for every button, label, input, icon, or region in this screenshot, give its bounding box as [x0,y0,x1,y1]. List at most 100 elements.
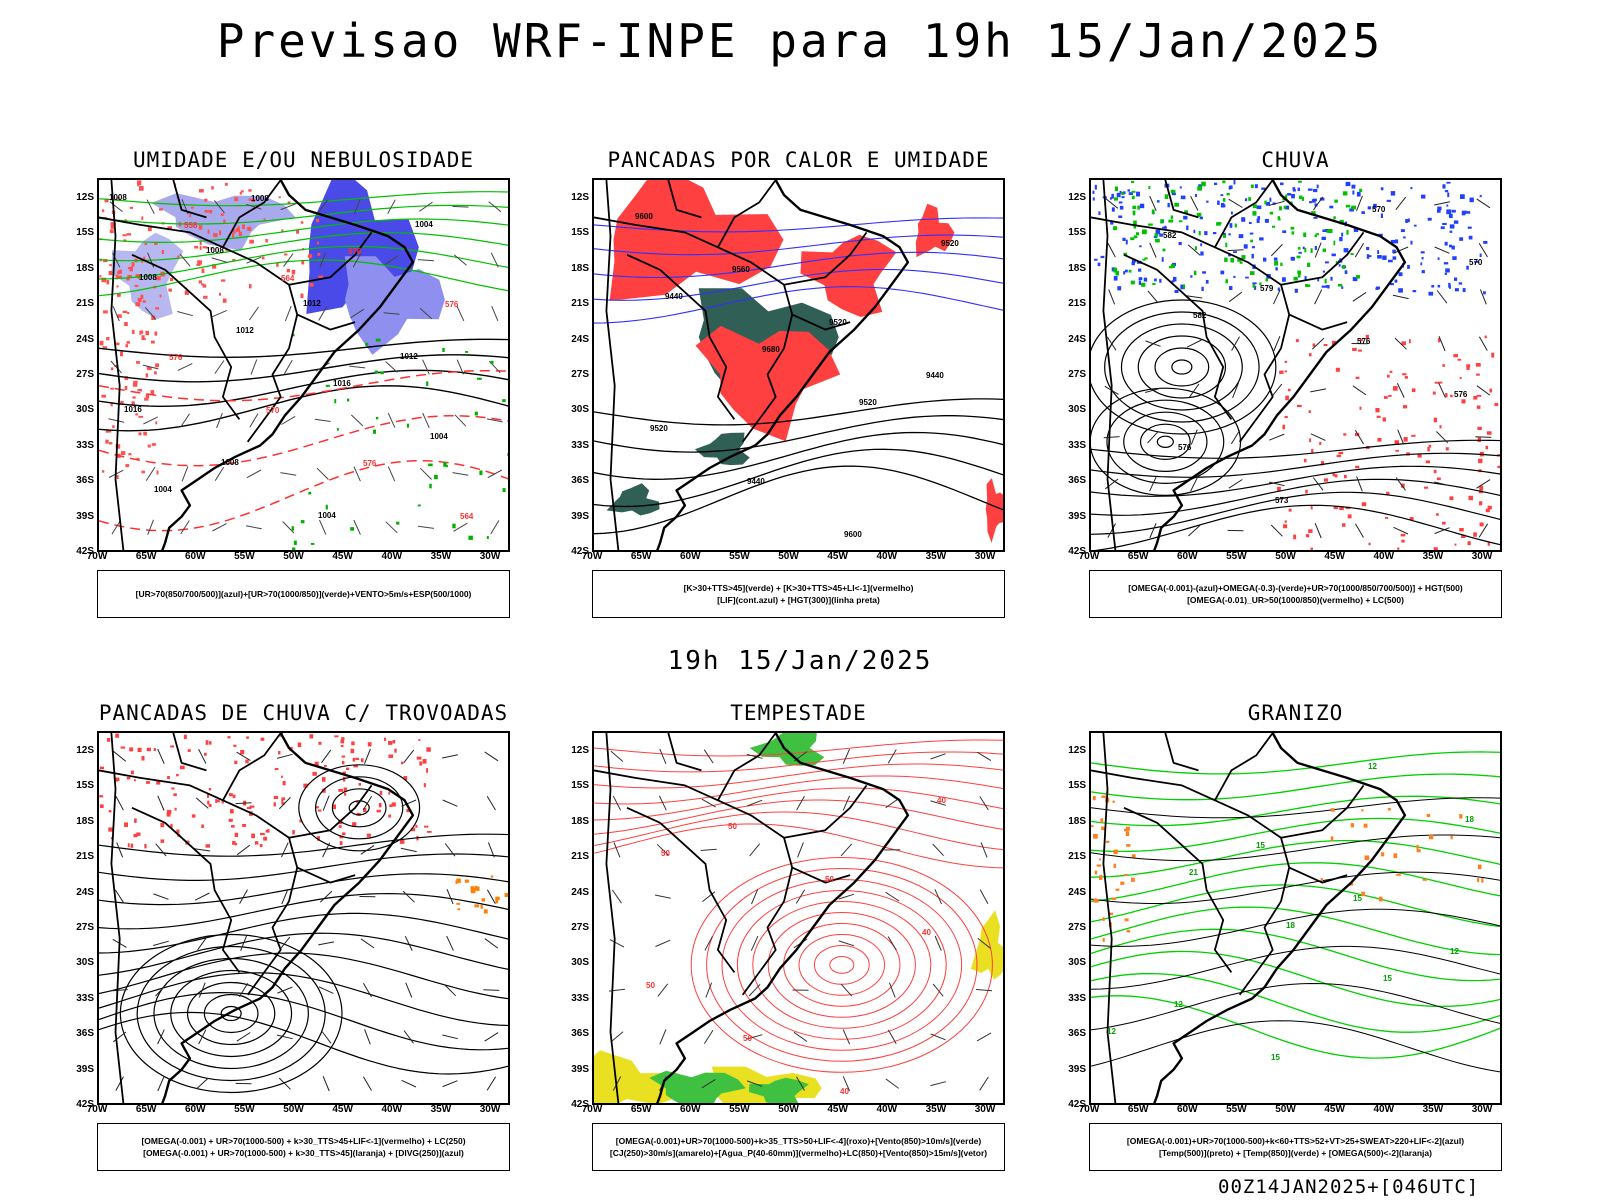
red-omega-scatter [1479,485,1484,491]
red-scatter [102,346,108,349]
temp500-contour [1091,983,1500,1031]
blue-omega-scatter [1316,184,1319,189]
red-omega-scatter [1323,343,1328,347]
red-storm-scatter [208,804,212,807]
lon-label: 60W [184,551,206,562]
blue-omega-scatter [1138,277,1143,281]
green-omega-scatter [1164,194,1169,200]
red-storm-scatter [367,742,372,747]
blue-omega-scatter [1352,190,1355,195]
blue-omega-scatter [1206,200,1209,203]
wind-vector [246,469,262,479]
lon-label: 50W [778,1104,799,1115]
red-storm-scatter [134,818,137,823]
blue-omega-scatter [1467,226,1472,229]
blue-omega-scatter [1153,235,1158,238]
wind-vector [795,889,806,904]
contour-label: 9520 [650,424,668,433]
red-storm-scatter [249,805,255,808]
precipitable-water-contour [594,787,1003,821]
red-scatter [156,276,161,281]
red-scatter [115,342,120,346]
green-scatter [292,333,295,337]
streamline-arrow [1478,336,1488,351]
red-scatter [110,222,114,227]
blue-omega-scatter [1244,198,1248,202]
political-border [1280,231,1365,286]
red-storm-scatter [360,758,364,763]
wind-vector [842,795,851,811]
green-omega-scatter [1334,199,1338,203]
blue-omega-scatter [1440,226,1445,230]
blue-omega-scatter [1159,233,1163,237]
blue-omega-scatter [1200,251,1204,256]
convective-red-area [915,203,955,258]
wind-vector [979,796,989,811]
red-storm-scatter [274,767,279,771]
political-border [1091,769,1291,996]
streamline-arrow [1268,200,1285,206]
wind-vector [143,416,159,425]
wind-vector [317,200,328,214]
blue-omega-scatter [1469,197,1474,203]
red-omega-scatter [1319,441,1322,446]
red-scatter [203,295,208,299]
red-scatter [315,218,320,223]
red-omega-scatter [1423,486,1429,489]
red-omega-scatter [1479,522,1484,527]
orange-storm-scatter [480,904,483,909]
orange-omega-scatter [1125,831,1130,836]
red-storm-scatter [394,748,397,753]
red-omega-scatter [1285,395,1289,401]
blue-omega-scatter [1321,285,1327,288]
lon-label: 55W [234,1104,255,1115]
wind-vector [976,751,992,762]
red-scatter [194,245,199,249]
red-storm-scatter [292,830,295,835]
red-omega-scatter [1375,408,1380,413]
blue-omega-scatter [1444,190,1449,193]
red-storm-scatter [221,800,224,804]
blue-omega-scatter [1410,187,1413,190]
red-storm-scatter [341,760,345,765]
red-storm-scatter [108,810,112,813]
blue-omega-scatter [1446,209,1452,215]
streamline-contour [99,833,508,857]
blue-omega-scatter [1307,188,1313,191]
red-storm-scatter [280,775,283,778]
contour-label: 582 [1193,311,1207,320]
wind-vector [980,842,988,858]
wind-vector [314,418,331,422]
red-storm-scatter [245,759,249,764]
red-storm-scatter [350,748,355,754]
green-omega-scatter [1239,261,1243,264]
red-scatter [145,330,150,336]
red-scatter [204,210,209,213]
lat-label: 27S [76,369,94,380]
lat-label: 21S [76,851,94,863]
wind-850-area [649,1070,746,1103]
contour-label: 570 [1469,258,1483,267]
red-omega-scatter [1334,474,1338,478]
streamline-arrow [1393,246,1409,254]
political-border [222,733,282,801]
blue-omega-scatter [1280,182,1284,186]
blue-omega-scatter [1420,262,1423,266]
wind-vector [655,939,671,947]
contour-label: 570 [266,406,280,415]
red-storm-scatter [129,747,134,752]
contour-label: 1016 [333,379,351,388]
green-omega-scatter [1142,229,1147,235]
red-scatter [198,225,203,230]
blue-omega-scatter [1230,211,1233,215]
lon-label: 65W [630,551,652,562]
blue-omega-scatter [1447,192,1450,198]
red-storm-scatter [343,787,347,792]
red-storm-scatter [187,749,191,752]
wind-vector [977,938,991,949]
blue-omega-scatter [1454,288,1459,292]
convective-red-area [609,180,784,301]
blue-omega-scatter [1400,229,1405,233]
blue-omega-scatter [1319,197,1325,201]
contour-label: 9520 [859,398,877,407]
